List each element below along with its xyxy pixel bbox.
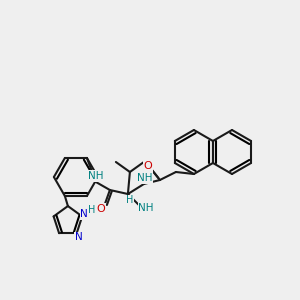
Text: O: O — [97, 204, 105, 214]
Text: O: O — [143, 161, 152, 171]
Text: H: H — [126, 195, 134, 205]
Text: NH: NH — [138, 203, 154, 213]
Text: N: N — [75, 232, 83, 242]
Text: NH: NH — [88, 171, 103, 181]
Text: NH: NH — [137, 173, 153, 183]
Text: H: H — [88, 206, 96, 215]
Text: N: N — [80, 209, 88, 219]
